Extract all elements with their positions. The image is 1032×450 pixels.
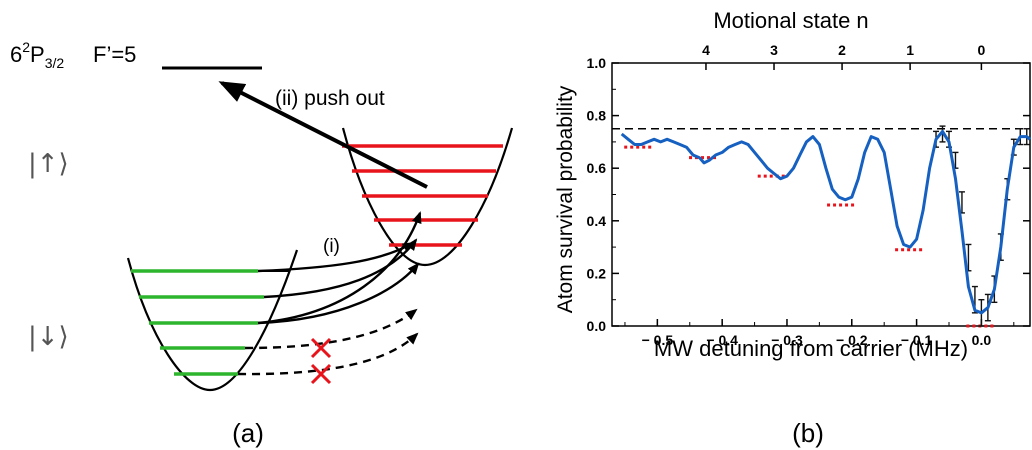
cross-icon: [310, 363, 332, 385]
caption-b: (b): [792, 418, 824, 448]
top-tick-label: 4: [702, 42, 710, 58]
y-tick-label: 0.0: [587, 318, 607, 334]
x-tick-label: 0.0: [972, 332, 992, 348]
forbidden-arrow: [244, 308, 418, 350]
transition-arrow: [257, 211, 422, 325]
y-tick-label: 0.8: [587, 108, 607, 124]
forbidden-transitions: [237, 308, 419, 385]
x-tick-label: − 0.5: [642, 332, 674, 348]
ket-down: |↓⟩: [28, 322, 69, 352]
panel-b-chart: Motional state n MW detuning from carrie…: [554, 8, 1031, 361]
top-tick-label: 0: [977, 42, 985, 58]
cross-icon: [310, 337, 332, 359]
top-tick-label: 2: [838, 42, 846, 58]
ground-levels: [131, 269, 290, 376]
plot-layer: 0.0 0.2 0.4 0.6 0.8 1.0 − 0.5 − 0.4 − 0.3 − 0.2 − …: [587, 42, 1031, 348]
transition-label: (i): [323, 236, 340, 257]
panel-a: 62P3/2 F’=5 |↑⟩ |↓⟩ (ii) push out: [10, 39, 514, 448]
x-tick-label: − 0.4: [706, 332, 738, 348]
transition-arrow: [263, 238, 418, 299]
y-axis-label: Atom survival probability: [554, 85, 577, 313]
y-tick-label: 1.0: [587, 55, 607, 71]
transition-arrows: [257, 211, 422, 325]
x-tick-label: − 0.3: [771, 332, 803, 348]
y-tick-label: 0.4: [587, 213, 607, 229]
top-tick-label: 1: [906, 42, 914, 58]
hyperfine-label: F’=5: [93, 42, 136, 67]
y-tick-label: 0.6: [587, 160, 607, 176]
state-label: 62P3/2: [10, 39, 64, 71]
x-axis-label: MW detuning from carrier (MHz): [654, 336, 968, 361]
transition-arrow: [257, 262, 420, 325]
forbidden-arrow: [237, 332, 419, 376]
top-tick-label: 3: [770, 42, 778, 58]
series-line: [620, 129, 1031, 315]
push-out-label: (ii) push out: [275, 87, 385, 110]
caption-a: (a): [232, 418, 264, 448]
top-axis-label: Motional state n: [713, 8, 868, 33]
upper-levels: [342, 144, 503, 247]
push-out-arrow: [218, 81, 428, 189]
x-tick-label: − 0.2: [836, 332, 868, 348]
y-tick-label: 0.2: [587, 265, 607, 281]
upper-well: [341, 127, 514, 267]
x-tick-label: − 0.1: [901, 332, 933, 348]
ket-up: |↑⟩: [28, 149, 69, 179]
